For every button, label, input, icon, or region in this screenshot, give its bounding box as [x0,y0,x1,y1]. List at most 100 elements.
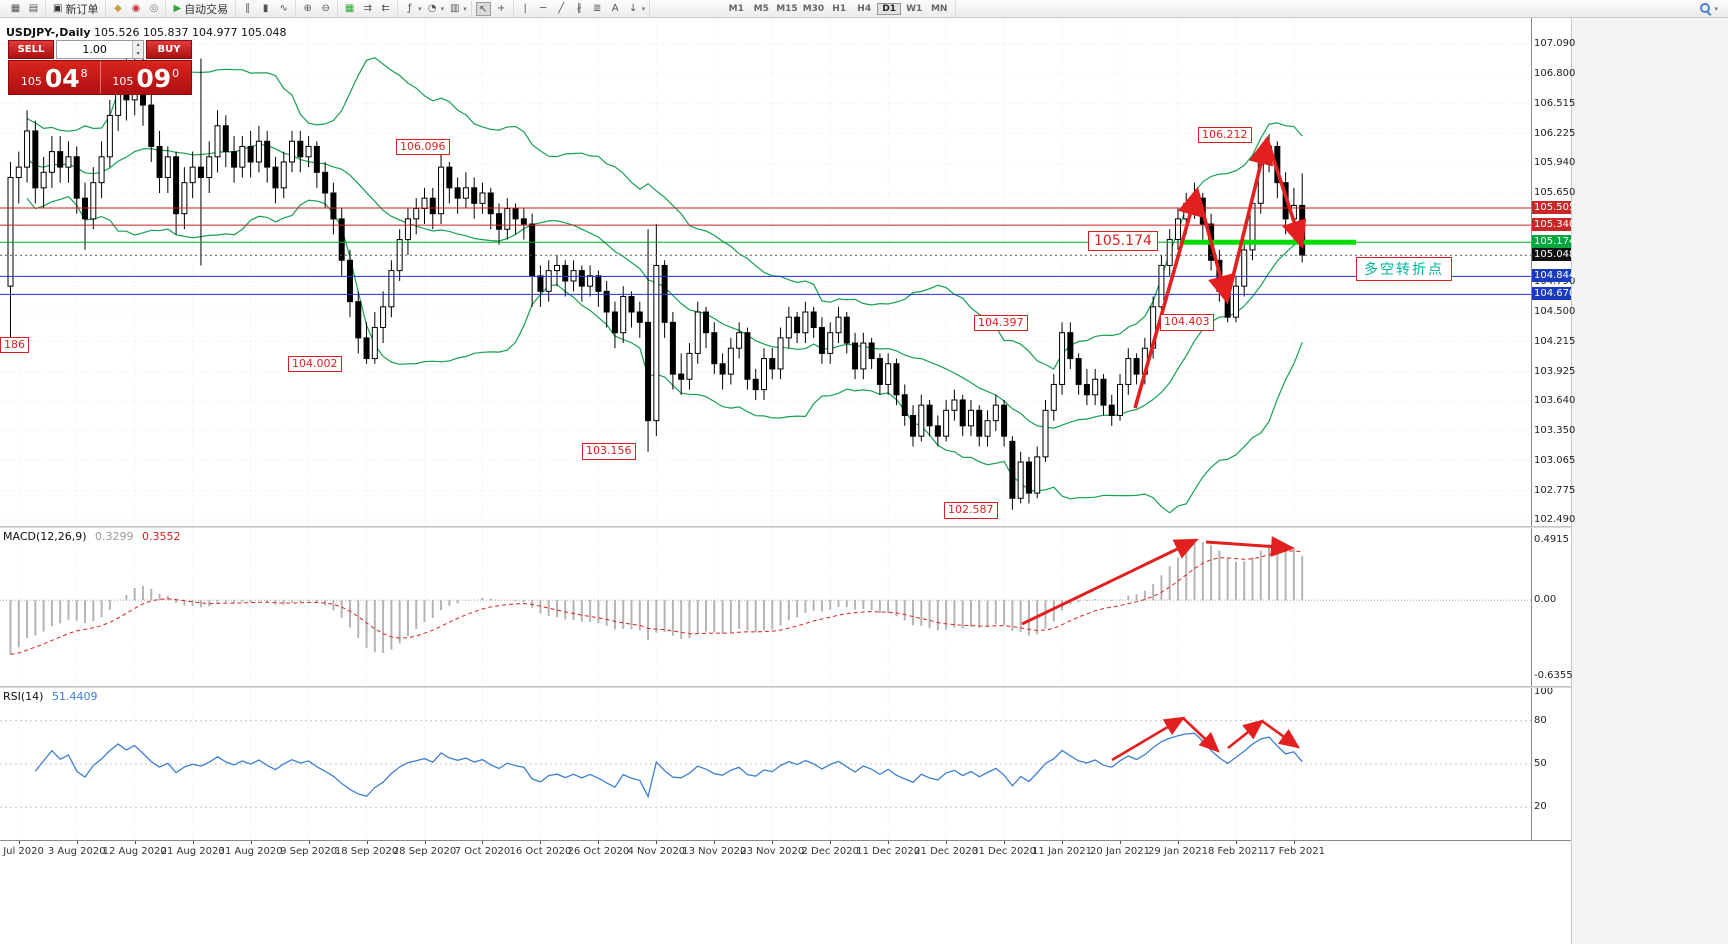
channel-icon[interactable]: ∦ [576,2,582,14]
rsi-line [34,732,1303,799]
panel-separator[interactable] [0,686,1571,688]
turning-point-note[interactable]: 多空转折点 [1356,257,1452,281]
price-annotation[interactable]: 186 [0,336,29,354]
date-tick [18,841,20,844]
volume-up-icon[interactable]: ▴ [133,41,143,50]
candlestick-chart-icon[interactable]: ▮ [262,2,269,14]
date-tick [1235,841,1237,844]
timeframe-m15[interactable]: M15 [776,3,798,14]
date-tick [946,841,948,844]
date-label: 7 Oct 2020 [454,846,511,857]
timeframe-m1[interactable]: M1 [728,3,744,14]
price-annotation[interactable]: 104.403 [1160,314,1214,331]
panel-separator[interactable] [0,526,1571,528]
date-tick [1004,841,1006,844]
date-label: 2 Dec 2020 [801,846,859,857]
volume-stepper[interactable]: ▴▾ [56,40,144,59]
date-tick [1120,841,1122,844]
cursor-icon[interactable]: ↖ [475,1,491,16]
toolbar-group: ▾ [1696,1,1724,17]
timeframe-h1[interactable]: H1 [832,3,847,14]
volume-down-icon[interactable]: ▾ [133,49,143,58]
search-icon[interactable] [1700,2,1712,15]
trend-arrows[interactable] [1133,135,1307,409]
date-label: 12 Aug 2020 [102,846,167,857]
price-level-box: 104.670 [1532,287,1576,301]
main-price-chart[interactable] [0,18,1531,528]
price-annotation[interactable]: 104.002 [288,355,342,373]
timeframe-h4[interactable]: H4 [857,3,872,14]
new-chart-window-icon[interactable]: ▤ [28,2,39,14]
templates-icon-caret[interactable]: ▾ [463,4,467,13]
price-annotation[interactable]: 106.212 [1198,126,1252,144]
market-icon[interactable]: ◎ [149,2,159,14]
price-annotation[interactable]: 103.156 [582,443,636,460]
timeframe-m30[interactable]: M30 [802,3,825,14]
toolbar-group: ⊕ ⊖ [296,0,339,17]
macd-histogram [9,542,1304,655]
indicators-icon[interactable]: ƒ [407,2,412,14]
timeframe-m5[interactable]: M5 [753,3,769,14]
vertical-line-icon[interactable]: | [523,2,527,14]
trendline-icon[interactable]: ╱ [558,2,565,14]
rsi-value: 51.4409 [51,690,98,703]
date-label: 1 Jul 2020 [0,846,44,857]
templates-icon[interactable]: ▥ [449,2,460,14]
auto-scroll-icon[interactable]: ⇉ [363,2,372,14]
arrows-tool-icon-caret[interactable]: ▾ [641,4,646,13]
price-annotation[interactable]: 102.587 [944,501,998,519]
date-label: 20 Jan 2021 [1090,846,1150,857]
periods-icon-caret[interactable]: ▾ [440,4,445,13]
chart-shift-icon[interactable]: ⇇ [381,2,390,14]
charts-window-icon[interactable]: ▦ [10,2,21,14]
rsi-panel[interactable] [0,688,1531,840]
alerts-icon[interactable]: ◉ [131,2,141,14]
search-dropdown-icon[interactable]: ▾ [1714,4,1718,13]
date-label: 21 Aug 2020 [160,846,225,857]
timeframe-mn[interactable]: MN [930,3,948,14]
date-label: 11 Dec 2020 [856,846,921,857]
new-order-button[interactable]: ▣ 新订单 [50,1,101,17]
buy-button[interactable]: BUY [146,40,192,59]
date-tick [192,841,194,844]
tile-windows-icon[interactable]: ▦ [344,2,355,14]
date-tick [1062,841,1064,844]
price-level-box: 105.048 [1532,248,1576,262]
indicators-icon-caret[interactable]: ▾ [418,4,422,13]
price-annotation[interactable]: 105.174 [1088,231,1158,252]
rsi-name: RSI(14) [3,690,44,703]
zoom-in-icon[interactable]: ⊕ [303,2,312,14]
macd-signal-line [10,550,1303,655]
zoom-out-icon[interactable]: ⊖ [321,2,330,14]
sell-button[interactable]: SELL [8,40,54,59]
ask-price[interactable]: 105 09 0 [99,61,192,94]
price-level-box: 104.844 [1532,269,1576,283]
volume-input[interactable] [57,41,133,58]
horizontal-line-icon[interactable]: ─ [540,2,547,14]
timeframe-d1[interactable]: D1 [877,2,902,15]
toolbar-group: ↖ + [472,0,514,17]
symbols-icon[interactable]: ◆ [114,2,122,14]
bar-chart-icon[interactable]: ∥ [245,2,251,14]
trend-arrows[interactable] [1111,716,1301,762]
bid-price[interactable]: 105 04 8 [9,61,100,94]
auto-trading-button[interactable]: ▶ 自动交易 [170,1,231,17]
toolbar-group: ▣ 新订单 [46,0,107,17]
timeframe-w1[interactable]: W1 [906,3,923,14]
price-annotation[interactable]: 106.096 [396,138,450,156]
crosshair-icon[interactable]: + [497,2,506,14]
fibonacci-icon[interactable]: ≣ [593,2,602,14]
price-tick: 107.090 [1534,38,1576,49]
macd-panel[interactable] [0,528,1531,686]
price-annotation[interactable]: 104.397 [974,314,1028,332]
arrows-tool-icon[interactable]: ↓ [629,2,638,14]
text-icon[interactable]: A [611,2,619,14]
macd-title: MACD(12,26,9) 0.3299 0.3552 [3,530,181,543]
volume-spin-buttons[interactable]: ▴ ▾ [132,41,143,58]
periods-icon[interactable]: ◔ [427,2,437,14]
trend-arrows[interactable] [1021,536,1295,626]
line-chart-icon[interactable]: ∿ [279,2,288,14]
auto-trading-button-icon: ▶ [173,3,182,14]
